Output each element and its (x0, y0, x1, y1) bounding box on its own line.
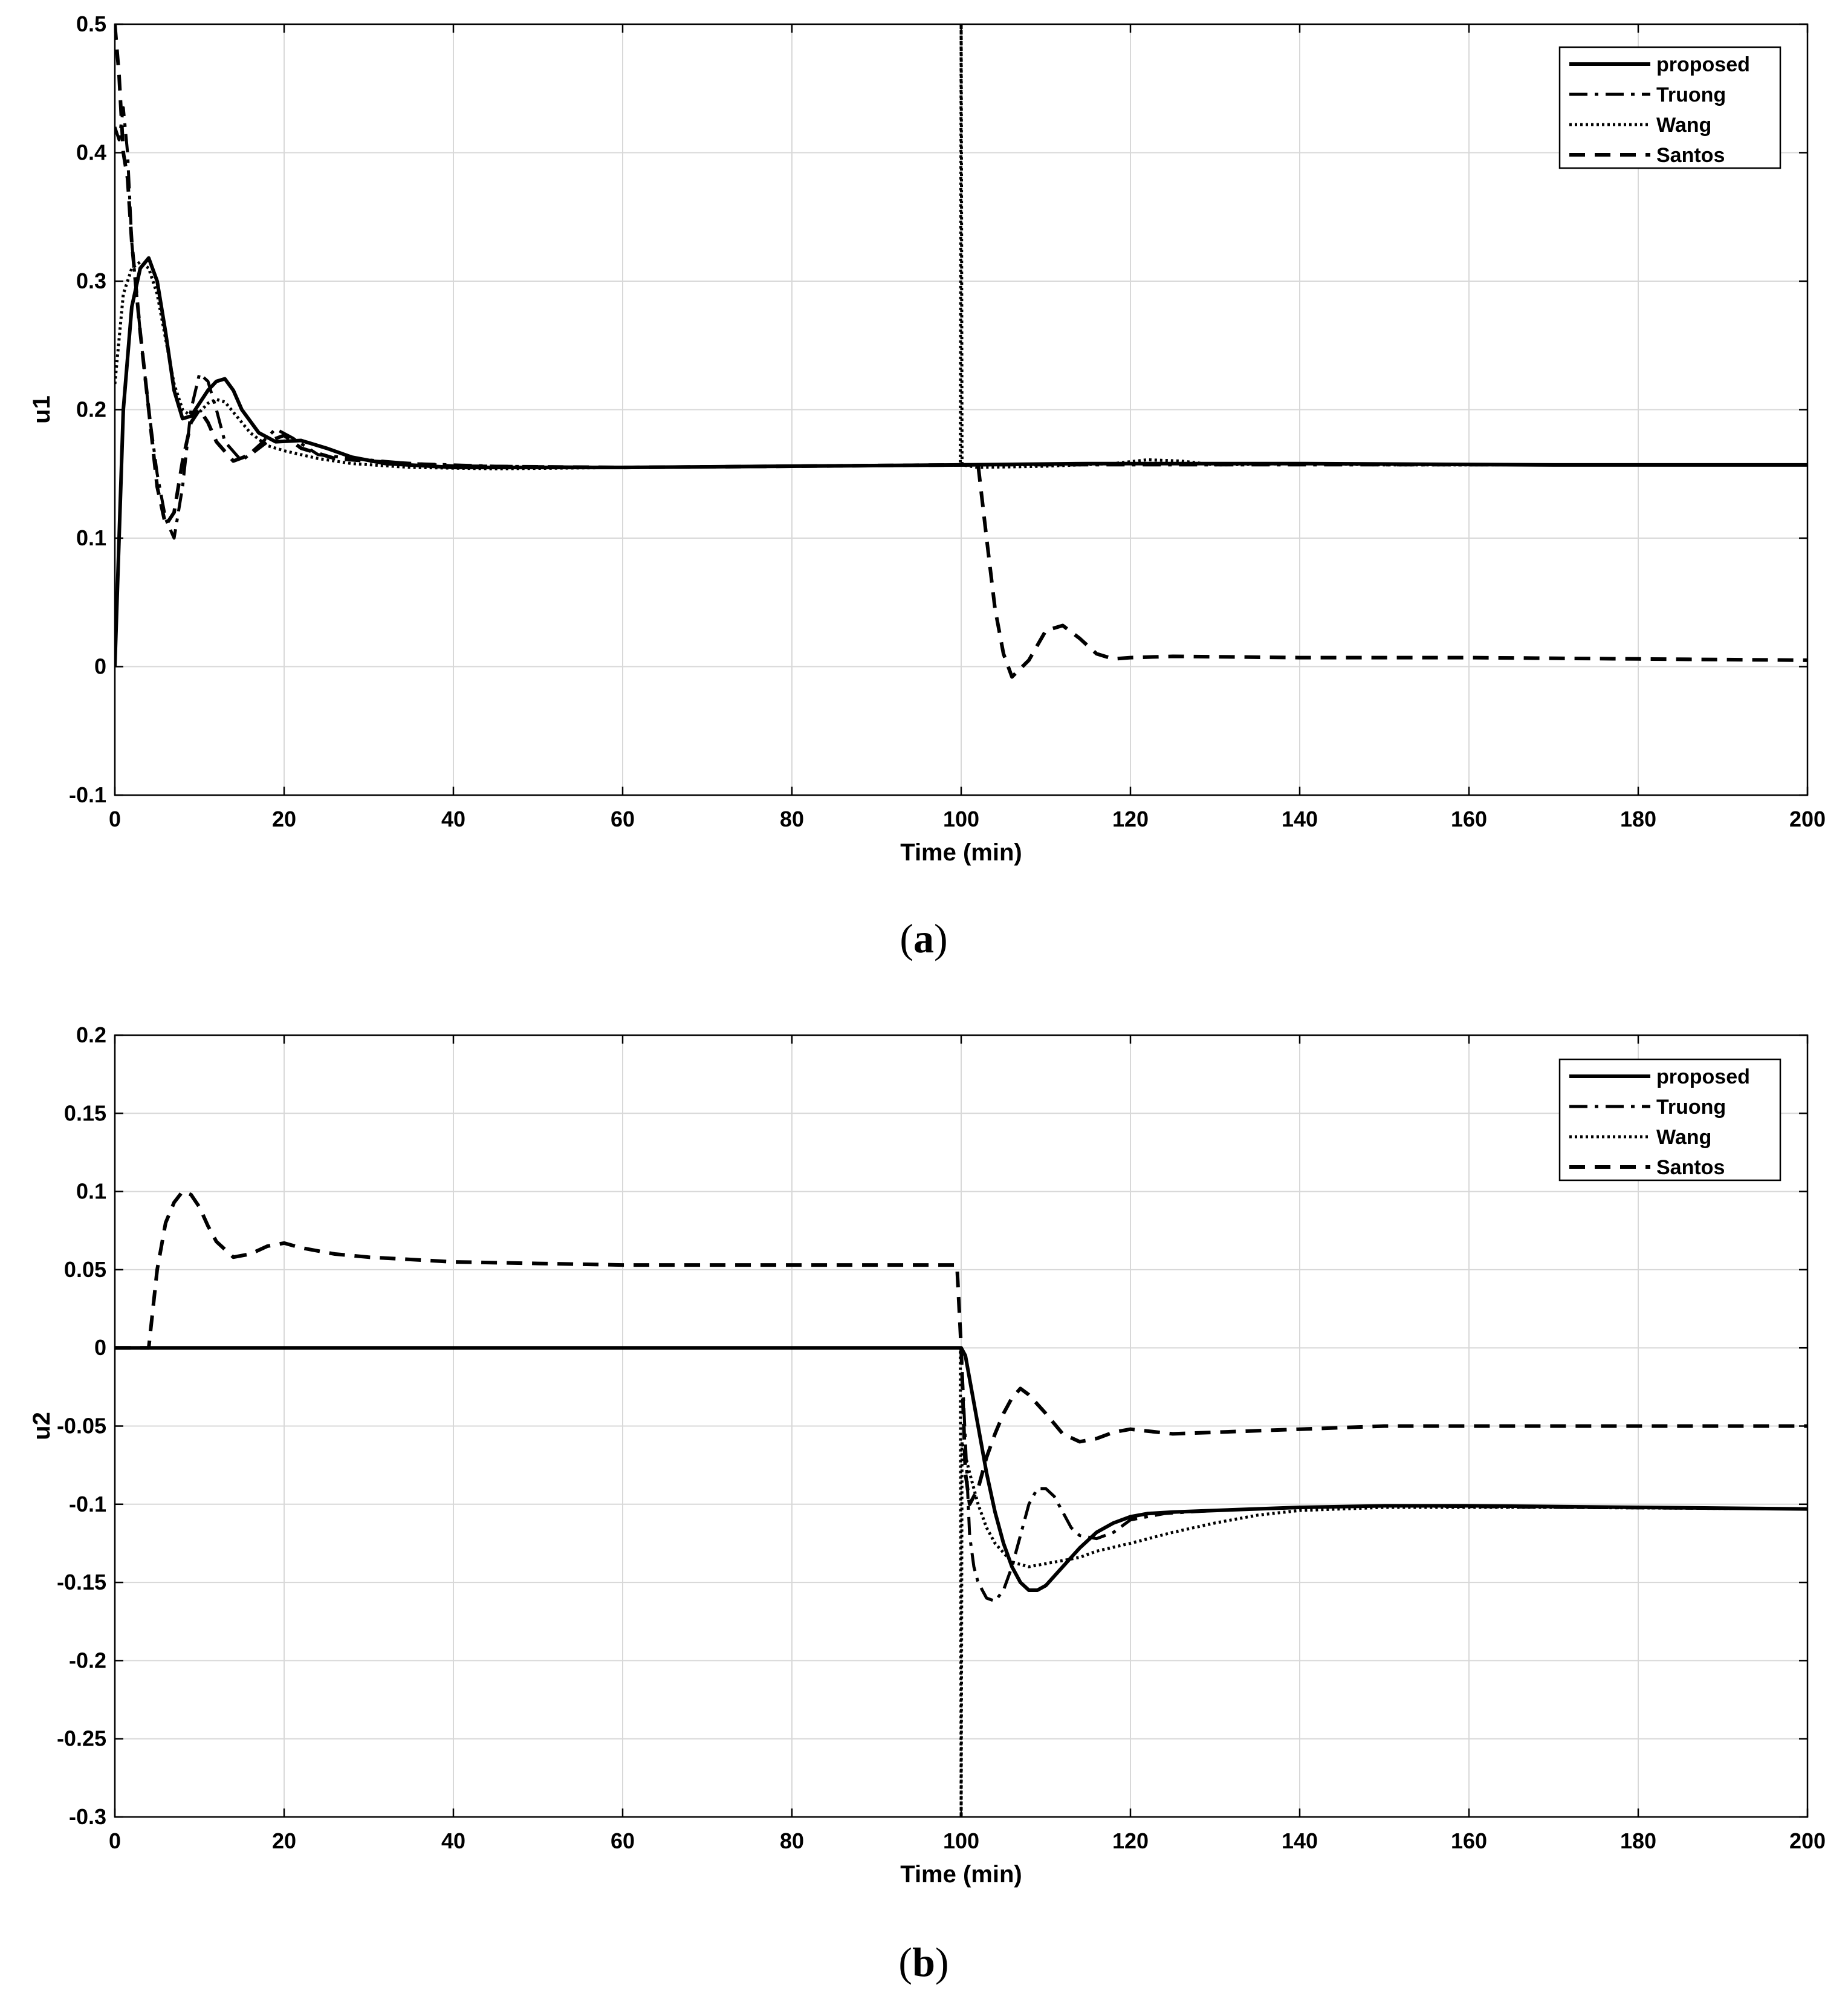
series-group (115, 1189, 1807, 1817)
legend-label: proposed (1656, 53, 1750, 76)
x-tick-label: 200 (1789, 807, 1826, 831)
x-tick-label: 80 (780, 807, 804, 831)
y-axis-label: u2 (28, 1412, 55, 1440)
legend-box (1558, 1058, 1782, 1181)
x-tick-label: 160 (1451, 807, 1487, 831)
y-tick-label: 0.1 (76, 1179, 106, 1204)
x-axis-label: Time (min) (900, 839, 1022, 866)
y-tick-label: -0.25 (57, 1726, 106, 1751)
x-tick-label: 20 (272, 1828, 296, 1853)
panel-caption: (b) (898, 1939, 948, 1985)
x-tick-label: 100 (943, 1828, 979, 1853)
x-tick-label: 80 (780, 1828, 804, 1853)
x-tick-label: 40 (441, 807, 465, 831)
x-tick-label: 40 (441, 1828, 465, 1853)
series-line-truong (115, 1346, 1807, 1603)
legend-label: Truong (1656, 83, 1726, 106)
legend-label: proposed (1656, 1065, 1750, 1088)
legend: proposed Truong Wang Santos (1558, 46, 1782, 169)
y-tick-label: 0.3 (76, 268, 106, 293)
x-tick-label: 120 (1112, 807, 1149, 831)
x-tick-label: 140 (1282, 1828, 1318, 1853)
panel-a: 0 20 40 60 80 100 120 140 160 180 200-0.100.10.20.… (28, 11, 1826, 961)
x-tick-label: 160 (1451, 1828, 1487, 1853)
legend-label: Wang (1656, 1126, 1711, 1149)
y-tick-label: -0.1 (69, 1492, 106, 1516)
y-tick-label: 0.2 (76, 397, 106, 422)
y-tick-label: 0.5 (76, 11, 106, 36)
series-line-wang (115, 1346, 1807, 1817)
y-tick-label: 0 (94, 1335, 106, 1360)
y-axis-label: u1 (28, 395, 55, 424)
x-tick-label: 180 (1620, 807, 1656, 831)
y-tick-label: 0.05 (64, 1257, 106, 1282)
y-tick-label: -0.05 (57, 1414, 106, 1438)
legend-box (1558, 46, 1782, 169)
x-tick-label: 0 (109, 807, 121, 831)
x-tick-label: 120 (1112, 1828, 1149, 1853)
y-tick-label: 0.4 (76, 140, 106, 165)
y-tick-label: 0.2 (76, 1022, 106, 1047)
x-tick-label: 140 (1282, 807, 1318, 831)
x-tick-label: 0 (109, 1828, 121, 1853)
y-tick-label: 0.15 (64, 1100, 106, 1125)
series-line-wang (115, 24, 1807, 470)
y-tick-label: -0.2 (69, 1648, 106, 1672)
legend-label: Wang (1656, 114, 1711, 137)
x-tick-label: 200 (1789, 1828, 1826, 1853)
x-axis-label: Time (min) (900, 1861, 1022, 1888)
legend-label: Truong (1656, 1096, 1726, 1119)
x-tick-label: 60 (611, 807, 635, 831)
series-line-santos (115, 24, 1807, 679)
x-tick-label: 100 (943, 807, 979, 831)
y-tick-label: -0.1 (69, 782, 106, 807)
y-tick-label: 0.1 (76, 525, 106, 550)
series-group (115, 24, 1807, 679)
x-tick-label: 20 (272, 807, 296, 831)
series-line-santos (115, 1189, 1807, 1506)
panel-caption: (a) (900, 915, 947, 961)
legend-label: Santos (1656, 144, 1725, 167)
y-tick-label: -0.3 (69, 1804, 106, 1829)
y-tick-label: 0 (94, 654, 106, 679)
x-tick-label: 60 (611, 1828, 635, 1853)
y-tick-label: -0.15 (57, 1570, 106, 1594)
x-tick-label: 180 (1620, 1828, 1656, 1853)
legend-label: Santos (1656, 1156, 1725, 1179)
legend: proposed Truong Wang Santos (1558, 1058, 1782, 1181)
panel-b: 0 20 40 60 80 100 120 140 160 180 200 -0.3 -0.25 -0.2… (28, 1022, 1826, 1985)
